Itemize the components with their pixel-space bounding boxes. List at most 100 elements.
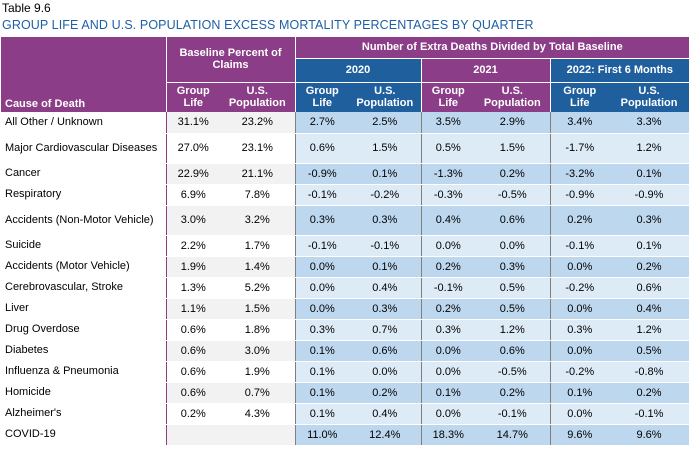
value-cell: -0.1% <box>349 235 422 257</box>
value-cell: 2.9% <box>475 112 551 134</box>
value-cell: 0.5% <box>609 340 690 362</box>
value-cell: -1.3% <box>420 163 476 185</box>
cause-cell: Liver <box>1 298 166 320</box>
value-cell: 3.0% <box>220 340 296 362</box>
value-cell <box>165 424 220 446</box>
value-cell: 31.1% <box>165 112 220 134</box>
value-cell: 1.8% <box>220 319 296 341</box>
col-header-baseline-us-population: U.S. Population <box>220 81 296 112</box>
value-cell: 0.6% <box>609 277 690 299</box>
value-cell: 1.5% <box>475 133 551 164</box>
value-cell: -0.3% <box>420 184 476 206</box>
value-cell: 0.3% <box>349 298 422 320</box>
value-cell: 0.0% <box>549 340 610 362</box>
cause-cell: Influenza & Pneumonia <box>1 361 166 383</box>
value-cell: 2.5% <box>349 112 422 134</box>
value-cell: 0.7% <box>220 382 296 404</box>
table-row: Homicide 0.6% 0.7% 0.1% 0.2% 0.1% 0.2% 0.1% 0.2% <box>1 382 690 404</box>
value-cell: 0.1% <box>349 256 422 278</box>
value-cell: 3.2% <box>220 205 296 236</box>
value-cell: 0.3% <box>349 205 422 236</box>
value-cell: 0.6% <box>475 205 551 236</box>
cause-cell: COVID-19 <box>1 424 166 446</box>
table-row: Accidents (Motor Vehicle) 1.9% 1.4% 0.0% 0.1… <box>1 256 690 278</box>
value-cell: 1.1% <box>165 298 220 320</box>
value-cell: 0.5% <box>420 133 476 164</box>
value-cell: 1.3% <box>165 277 220 299</box>
value-cell: 0.5% <box>475 277 551 299</box>
value-cell: 0.0% <box>549 403 610 425</box>
cause-cell: Respiratory <box>1 184 166 206</box>
value-cell: 9.6% <box>549 424 610 446</box>
cause-cell: Drug Overdose <box>1 319 166 341</box>
cause-header: Cause of Death <box>1 37 166 112</box>
value-cell: 0.0% <box>420 340 476 362</box>
value-cell: 0.3% <box>420 319 476 341</box>
value-cell: 1.2% <box>609 319 690 341</box>
table-row: Drug Overdose 0.6% 1.8% 0.3% 0.7% 0.3% 1.2% 0.3… <box>1 319 690 341</box>
value-cell: 0.2% <box>609 256 690 278</box>
col-header-2020-us-population: U.S. Population <box>349 81 422 112</box>
value-cell: -1.7% <box>549 133 610 164</box>
value-cell: -0.2% <box>549 277 610 299</box>
value-cell: -0.9% <box>294 163 350 185</box>
value-cell: 1.9% <box>165 256 220 278</box>
value-cell: 6.9% <box>165 184 220 206</box>
table-row: Respiratory 6.9% 7.8% -0.1% -0.2% -0.3% -0.5% -… <box>1 184 690 206</box>
value-cell: 22.9% <box>165 163 220 185</box>
value-cell: 4.3% <box>220 403 296 425</box>
value-cell: 1.5% <box>349 133 422 164</box>
value-cell: 14.7% <box>475 424 551 446</box>
value-cell: 0.2% <box>475 382 551 404</box>
col-header-2020-group-life: Group Life <box>294 81 350 112</box>
value-cell: 0.7% <box>349 319 422 341</box>
value-cell: 0.3% <box>294 205 350 236</box>
value-cell: 0.1% <box>294 361 350 383</box>
value-cell: 0.4% <box>349 403 422 425</box>
value-cell: 0.4% <box>420 205 476 236</box>
col-header-2022-group-life: Group Life <box>549 81 610 112</box>
value-cell: 0.2% <box>420 298 476 320</box>
value-cell: 0.1% <box>294 382 350 404</box>
value-cell: 0.0% <box>420 403 476 425</box>
col-header-baseline-group-life: Group Life <box>165 81 220 112</box>
value-cell: 0.0% <box>294 298 350 320</box>
value-cell: 0.6% <box>165 340 220 362</box>
value-cell: 0.2% <box>349 382 422 404</box>
value-cell: 0.2% <box>549 205 610 236</box>
value-cell: 0.3% <box>475 256 551 278</box>
value-cell: 0.6% <box>165 382 220 404</box>
value-cell: 0.0% <box>420 361 476 383</box>
value-cell: 12.4% <box>349 424 422 446</box>
value-cell: 1.2% <box>475 319 551 341</box>
value-cell: 0.6% <box>165 319 220 341</box>
value-cell: 0.0% <box>549 256 610 278</box>
value-cell: 0.1% <box>549 382 610 404</box>
col-header-2022-us-population: U.S. Population <box>609 81 690 112</box>
table-body: All Other / Unknown 31.1% 23.2% 2.7% 2.5% 3.5… <box>1 112 690 446</box>
mortality-table: Cause of Death Baseline Percent of Claim… <box>1 37 690 446</box>
table-row: Cancer 22.9% 21.1% -0.9% 0.1% -1.3% 0.2% -3.2% 0… <box>1 163 690 185</box>
value-cell: 0.5% <box>475 298 551 320</box>
value-cell: 0.2% <box>420 256 476 278</box>
period-header-2021: 2021 <box>420 57 551 82</box>
value-cell: -0.1% <box>549 235 610 257</box>
value-cell: 0.6% <box>475 340 551 362</box>
baseline-header: Baseline Percent of Claims <box>165 37 296 82</box>
value-cell: 2.7% <box>294 112 350 134</box>
period-header-2022: 2022: First 6 Months <box>549 57 690 82</box>
value-cell: 0.1% <box>609 235 690 257</box>
value-cell: 0.6% <box>349 340 422 362</box>
value-cell: -3.2% <box>549 163 610 185</box>
value-cell: 3.0% <box>165 205 220 236</box>
value-cell: 0.2% <box>165 403 220 425</box>
value-cell: 0.1% <box>420 382 476 404</box>
value-cell: 0.3% <box>294 319 350 341</box>
cause-cell: Accidents (Motor Vehicle) <box>1 256 166 278</box>
table-row: Influenza & Pneumonia 0.6% 1.9% 0.1% 0.0% 0.0… <box>1 361 690 383</box>
col-header-2021-us-population: U.S. Population <box>475 81 551 112</box>
table-row: Diabetes 0.6% 3.0% 0.1% 0.6% 0.0% 0.6% 0.0% 0.5% <box>1 340 690 362</box>
value-cell: 21.1% <box>220 163 296 185</box>
table-row: Accidents (Non-Motor Vehicle) 3.0% 3.2% 0.3… <box>1 205 690 236</box>
value-cell: 0.4% <box>349 277 422 299</box>
